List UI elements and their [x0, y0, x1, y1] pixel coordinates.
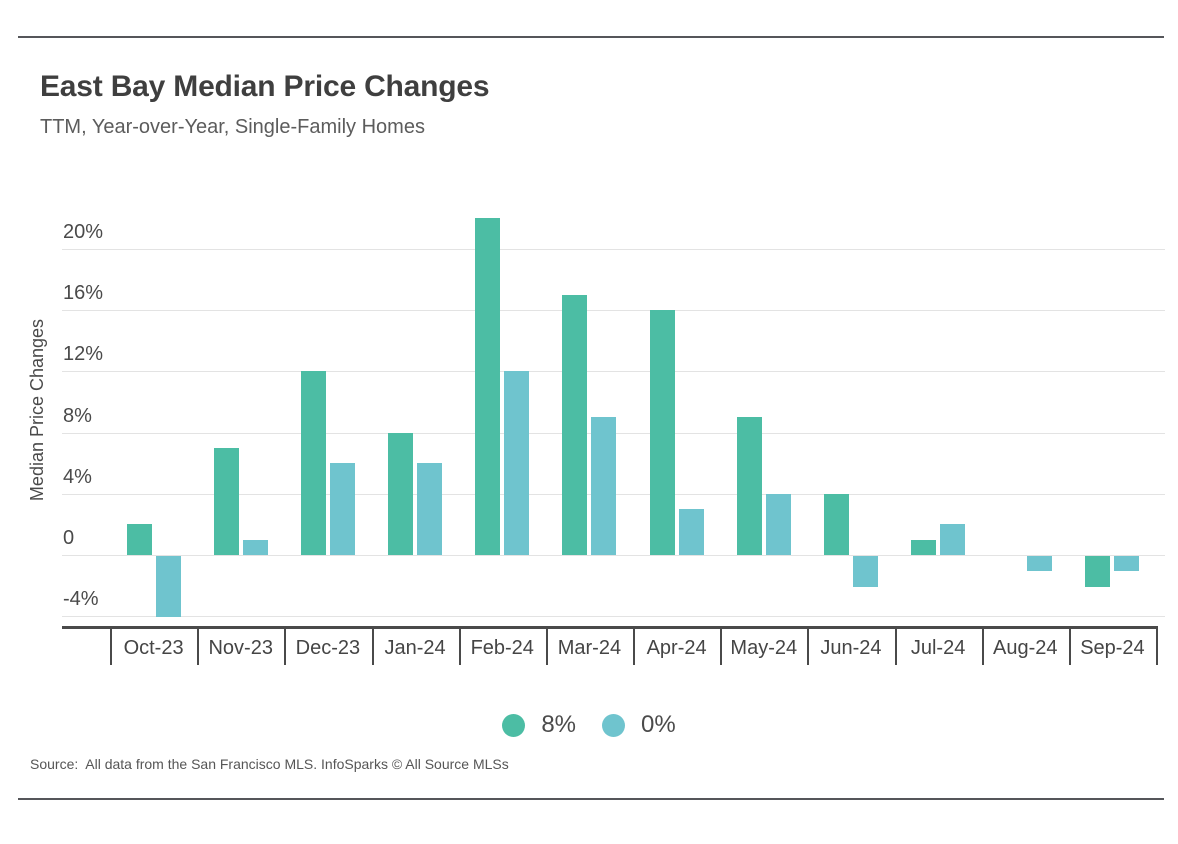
- bar-8pct-dec-23[interactable]: [300, 371, 326, 555]
- y-tick-label: 16%: [63, 282, 104, 305]
- bar-0pct-aug-24[interactable]: [1027, 556, 1053, 572]
- x-tick: [1156, 627, 1159, 665]
- x-tick-label-apr-24: Apr-24: [646, 637, 707, 659]
- x-tick: [1068, 627, 1071, 665]
- x-axis-line: [62, 626, 1158, 629]
- legend-item-series-1[interactable]: 8%: [502, 711, 576, 739]
- chart-plot-area: 20% 16% 12% 8% 4% 0 -4% Oct-23 Nov-23 Dec-23 Jan-…: [62, 190, 1165, 665]
- x-tick: [981, 627, 984, 665]
- legend-item-series-2[interactable]: 0%: [602, 711, 676, 739]
- x-tick: [545, 627, 548, 665]
- gridline: [62, 371, 1165, 373]
- y-axis-title: Median Price Changes: [27, 318, 47, 502]
- x-tick-label-oct-23: Oct-23: [123, 637, 184, 659]
- bar-8pct-mar-24[interactable]: [562, 294, 588, 555]
- x-tick-label-sep-24: Sep-24: [1080, 637, 1145, 659]
- x-tick-label-jun-24: Jun-24: [820, 637, 882, 659]
- y-tick-label: 0: [63, 527, 75, 549]
- x-tick-label-aug-24: Aug-24: [993, 637, 1058, 659]
- y-tick-label: 20%: [63, 221, 104, 243]
- gridline: [62, 249, 1165, 250]
- bar-0pct-dec-23[interactable]: [329, 463, 355, 555]
- bar-0pct-mar-24[interactable]: [591, 417, 617, 555]
- chart-legend: 8% 0%: [0, 711, 1178, 739]
- y-tick-label: 12%: [63, 343, 104, 366]
- bar-8pct-jun-24[interactable]: [823, 493, 849, 555]
- bar-0pct-apr-24[interactable]: [678, 509, 704, 555]
- page-title: East Bay Median Price Changes: [40, 70, 490, 103]
- bar-8pct-may-24[interactable]: [736, 417, 762, 555]
- x-tick-label-may-24: May-24: [730, 637, 798, 659]
- page-subtitle: TTM, Year-over-Year, Single-Family Homes: [40, 116, 425, 138]
- bar-8pct-apr-24[interactable]: [649, 310, 675, 555]
- bar-0pct-feb-24[interactable]: [504, 371, 530, 555]
- x-tick-label-feb-24: Feb-24: [470, 637, 534, 659]
- x-tick: [807, 627, 810, 665]
- bottom-rule: [18, 798, 1164, 800]
- x-tick: [197, 627, 200, 665]
- x-tick-label-dec-23: Dec-23: [295, 637, 361, 659]
- legend-label: 0%: [641, 711, 676, 738]
- bar-0pct-may-24[interactable]: [765, 493, 791, 555]
- bar-8pct-feb-24[interactable]: [475, 218, 501, 555]
- bar-8pct-jan-24[interactable]: [388, 432, 413, 555]
- bar-0pct-sep-24[interactable]: [1114, 556, 1140, 572]
- top-rule: [18, 36, 1164, 38]
- legend-dot-icon: [502, 713, 526, 737]
- bar-0pct-nov-23[interactable]: [242, 539, 268, 555]
- x-tick: [720, 627, 723, 665]
- bar-8pct-nov-23[interactable]: [213, 447, 239, 555]
- legend-dot-icon: [602, 713, 625, 737]
- x-tick: [894, 627, 897, 665]
- x-tick: [633, 627, 636, 665]
- bar-8pct-oct-23[interactable]: [126, 524, 152, 555]
- gridline: [62, 310, 1165, 312]
- x-tick-label-jan-24: Jan-24: [384, 637, 446, 659]
- x-tick-label-jul-24: Jul-24: [910, 637, 966, 659]
- legend-label: 8%: [541, 711, 576, 738]
- bar-0pct-jan-24[interactable]: [417, 463, 442, 555]
- x-tick: [371, 627, 374, 665]
- y-tick-label: 8%: [63, 404, 92, 427]
- x-tick-label-mar-24: Mar-24: [557, 637, 622, 659]
- x-tick-label-nov-23: Nov-23: [208, 637, 273, 659]
- bar-8pct-sep-24[interactable]: [1085, 556, 1111, 587]
- source-text: Source: All data from the San Francisco …: [30, 756, 509, 772]
- bar-8pct-jul-24[interactable]: [911, 539, 937, 555]
- bar-0pct-jun-24[interactable]: [852, 556, 878, 587]
- y-tick-label: 4%: [63, 465, 92, 488]
- bar-0pct-jul-24[interactable]: [940, 524, 966, 555]
- x-tick: [458, 627, 461, 665]
- y-tick-label: -4%: [63, 588, 99, 611]
- x-tick: [110, 627, 112, 665]
- x-tick: [284, 627, 287, 665]
- gridline: [62, 555, 1165, 556]
- bar-0pct-oct-23[interactable]: [155, 556, 181, 618]
- gridline: [62, 616, 1165, 618]
